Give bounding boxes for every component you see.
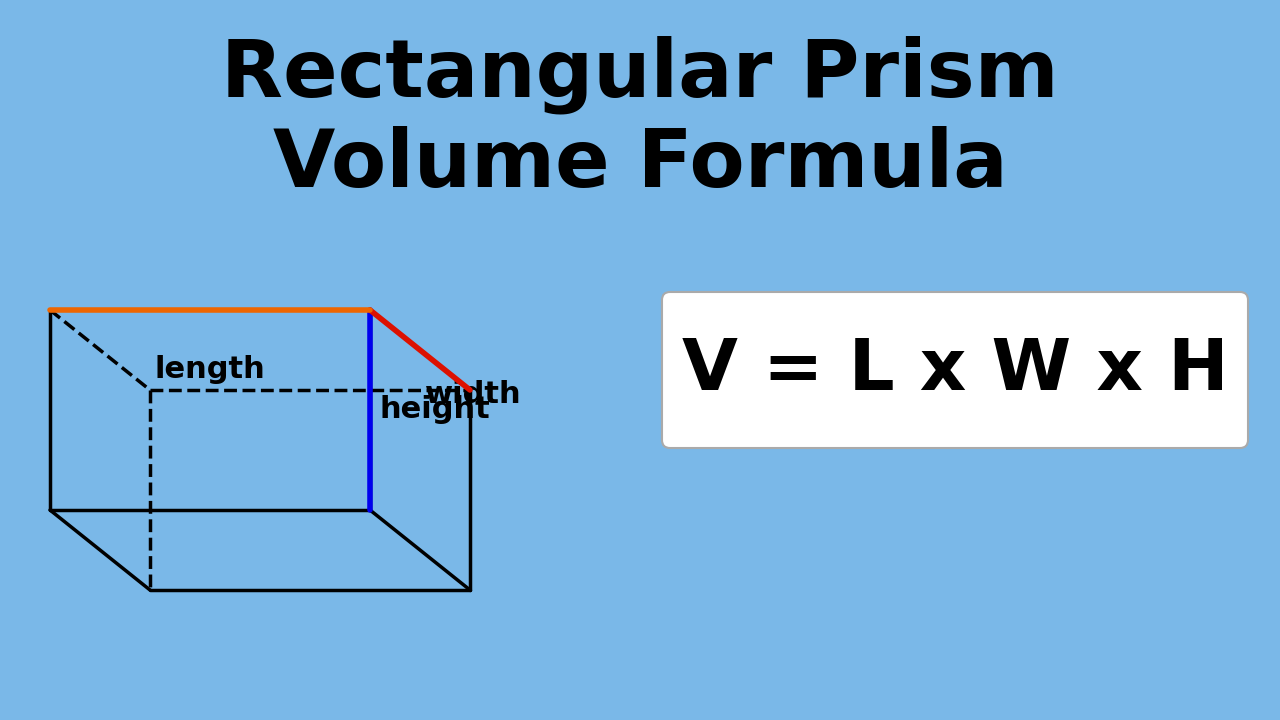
Text: V = L x W x H: V = L x W x H — [682, 336, 1229, 405]
Text: Rectangular Prism: Rectangular Prism — [221, 36, 1059, 114]
Text: width: width — [425, 380, 522, 409]
FancyBboxPatch shape — [662, 292, 1248, 448]
Text: Volume Formula: Volume Formula — [273, 126, 1007, 204]
Text: height: height — [380, 395, 490, 425]
Text: length: length — [155, 355, 265, 384]
